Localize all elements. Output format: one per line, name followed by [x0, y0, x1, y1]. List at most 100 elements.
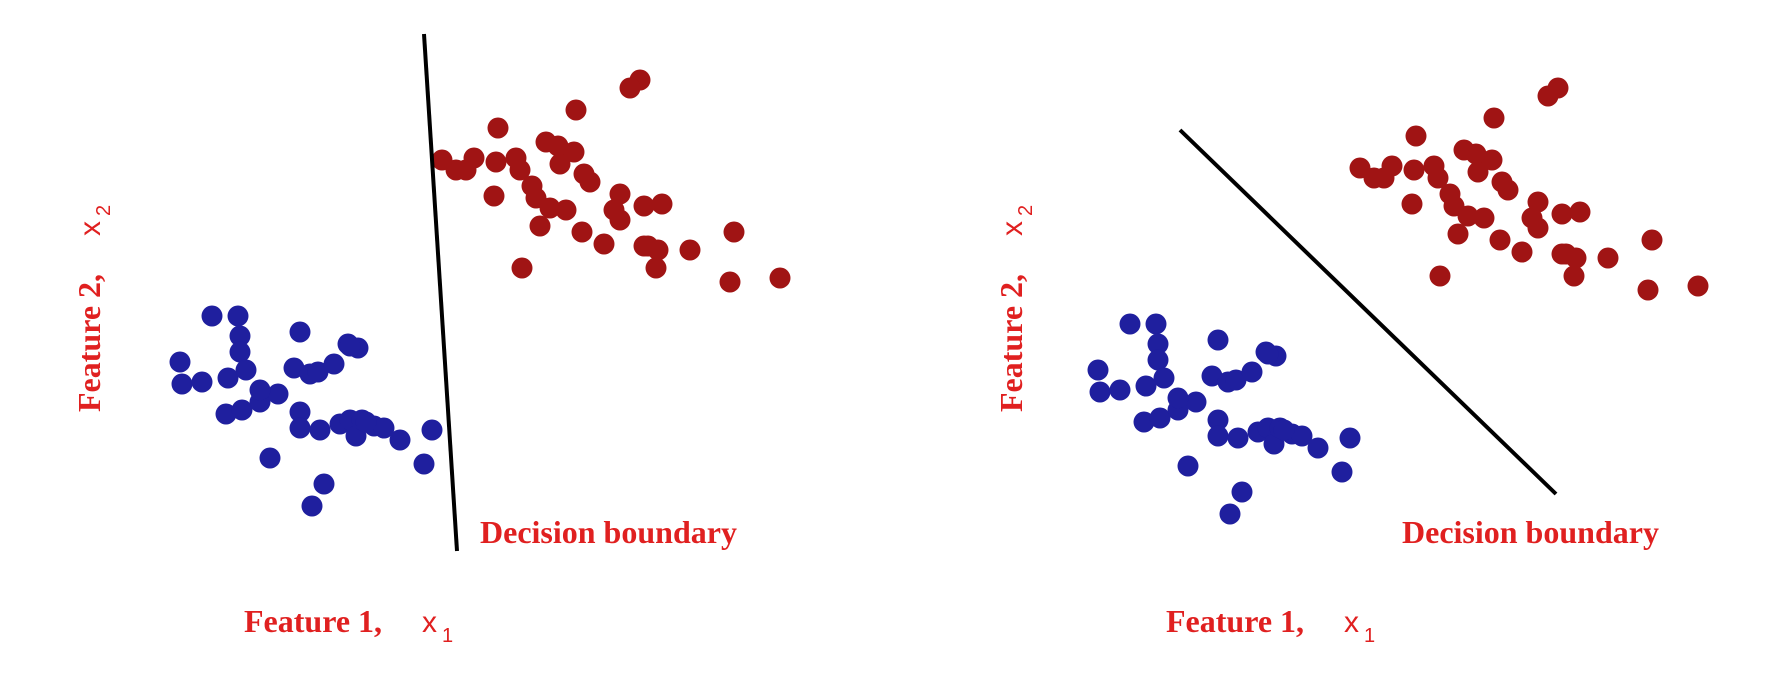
class-a-point [1207, 329, 1229, 351]
class-a-point [1149, 407, 1171, 429]
class-b-point [539, 197, 561, 219]
class-b-point [1401, 193, 1423, 215]
class-a-point [1225, 369, 1247, 391]
class-b-point [1569, 201, 1591, 223]
class-b-point [1537, 85, 1559, 107]
y-axis-label: Feature 2, [71, 274, 107, 412]
class-a-point [1257, 343, 1279, 365]
class-b-point [719, 271, 741, 293]
class-a-point [215, 403, 237, 425]
class-b-point [487, 117, 509, 139]
class-a-point [1147, 349, 1169, 371]
class-a-point [389, 429, 411, 451]
class-b-point [1511, 241, 1533, 263]
class-b-point [1473, 207, 1495, 229]
class-b-point [455, 159, 477, 181]
class-a-point [289, 401, 311, 423]
class-b-point [547, 135, 569, 157]
class-a-point [235, 359, 257, 381]
class-a-point [169, 351, 191, 373]
y-axis-label: Feature 2, [993, 274, 1029, 412]
panel-right: Decision boundary Feature 1, x 1 Feature… [993, 77, 1709, 647]
class-a-point [1339, 427, 1361, 449]
class-b-point [1373, 167, 1395, 189]
class-a-point [1109, 379, 1131, 401]
class-b-point [1481, 149, 1503, 171]
class-b-point [1641, 229, 1663, 251]
class-a-point [1167, 387, 1189, 409]
class-b-point [565, 99, 587, 121]
class-b-point [1467, 161, 1489, 183]
class-a-point [1201, 365, 1223, 387]
class-a-point [1089, 381, 1111, 403]
x-axis-subscript: 1 [442, 625, 453, 647]
x-axis-label: Feature 1, [1166, 603, 1304, 639]
class-b-point [1403, 159, 1425, 181]
boundary-label: Decision boundary [1402, 514, 1659, 550]
class-b-point [511, 257, 533, 279]
class-a-point [217, 367, 239, 389]
panel-left: Decision boundary Feature 1, x 1 Feature… [71, 33, 791, 647]
class-b-point [549, 153, 571, 175]
class-b-point [651, 193, 673, 215]
class-a-point [259, 447, 281, 469]
class-a-point [1307, 437, 1329, 459]
class-b-point [483, 185, 505, 207]
class-b-point [1429, 265, 1451, 287]
class-b-point [509, 159, 531, 181]
class-a-point [289, 321, 311, 343]
class-a-point [1291, 425, 1313, 447]
class-b-point [609, 183, 631, 205]
class-b-point [723, 221, 745, 243]
x-axis-variable: x [1344, 606, 1359, 639]
class-a-point [1207, 409, 1229, 431]
x-axis-subscript: 1 [1364, 625, 1375, 647]
y-axis-subscript: 2 [93, 205, 115, 216]
class-b-point [529, 215, 551, 237]
class-b-points [431, 69, 791, 293]
class-b-point [769, 267, 791, 289]
boundary-label: Decision boundary [480, 514, 737, 550]
class-a-point [229, 325, 251, 347]
class-a-point [229, 341, 251, 363]
class-a-point [1135, 375, 1157, 397]
class-b-point [1489, 229, 1511, 251]
class-b-point [485, 151, 507, 173]
y-axis-label-group: Feature 2, x 2 [71, 205, 115, 412]
class-b-point [1405, 125, 1427, 147]
class-b-point [1597, 247, 1619, 269]
class-a-points [169, 305, 443, 517]
class-a-point [313, 473, 335, 495]
class-a-point [1147, 333, 1169, 355]
class-b-point [1527, 191, 1549, 213]
class-b-points [1349, 77, 1709, 301]
class-a-point [1331, 461, 1353, 483]
class-a-point [1145, 313, 1167, 335]
class-b-point [1447, 223, 1469, 245]
class-a-points [1087, 313, 1361, 525]
decision-boundary-line [422, 33, 459, 552]
class-b-point [619, 77, 641, 99]
class-b-point [1427, 167, 1449, 189]
class-a-point [421, 419, 443, 441]
class-a-point [1273, 419, 1295, 441]
class-b-point [1637, 279, 1659, 301]
class-a-point [1241, 361, 1263, 383]
class-b-point [1527, 217, 1549, 239]
class-a-point [373, 417, 395, 439]
class-a-point [227, 305, 249, 327]
class-b-point [1483, 107, 1505, 129]
class-a-point [1207, 425, 1229, 447]
y-axis-subscript: 2 [1015, 205, 1037, 216]
class-a-point [191, 371, 213, 393]
class-a-point [1177, 455, 1199, 477]
class-b-point [571, 221, 593, 243]
class-b-point [593, 233, 615, 255]
class-b-point [1687, 275, 1709, 297]
class-b-point [555, 199, 577, 221]
class-a-point [249, 379, 271, 401]
class-a-point [1231, 481, 1253, 503]
class-a-point [1185, 391, 1207, 413]
class-a-point [1227, 427, 1249, 449]
